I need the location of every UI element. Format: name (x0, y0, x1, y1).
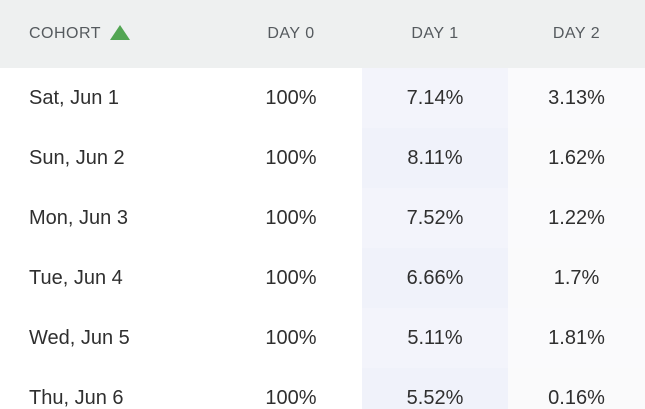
table-row: Sat, Jun 1 100% 7.14% 3.13% (0, 68, 645, 128)
table-row: Wed, Jun 5 100% 5.11% 1.81% (0, 308, 645, 368)
table-row: Tue, Jun 4 100% 6.66% 1.7% (0, 248, 645, 308)
cohort-cell: Thu, Jun 6 (0, 368, 220, 409)
day-2-cell: 0.16% (508, 368, 645, 409)
table-row: Mon, Jun 3 100% 7.52% 1.22% (0, 188, 645, 248)
day-0-cell: 100% (220, 248, 362, 308)
cohort-cell: Mon, Jun 3 (0, 188, 220, 248)
day-1-cell: 5.11% (362, 308, 508, 368)
table-row: Sun, Jun 2 100% 8.11% 1.62% (0, 128, 645, 188)
cohort-cell: Wed, Jun 5 (0, 308, 220, 368)
table-row: Thu, Jun 6 100% 5.52% 0.16% (0, 368, 645, 409)
cohort-cell: Tue, Jun 4 (0, 248, 220, 308)
header-day-1[interactable]: DAY 1 (362, 25, 508, 43)
header-day-2-label: DAY 2 (552, 25, 601, 42)
day-1-cell: 6.66% (362, 248, 508, 308)
header-day-0[interactable]: DAY 0 (220, 25, 362, 43)
header-day-1-label: DAY 1 (411, 25, 459, 42)
header-day-2[interactable]: DAY 2 (508, 25, 645, 43)
table-header: COHORT DAY 0 DAY 1 DAY 2 (0, 0, 645, 68)
day-1-cell: 5.52% (362, 368, 508, 409)
day-2-cell: 1.22% (508, 188, 645, 248)
cohort-cell: Sat, Jun 1 (0, 68, 220, 128)
cohort-cell: Sun, Jun 2 (0, 128, 220, 188)
table-body: Sat, Jun 1 100% 7.14% 3.13% Sun, Jun 2 1… (0, 68, 645, 409)
header-day-0-label: DAY 0 (267, 25, 315, 42)
day-2-cell: 1.7% (508, 248, 645, 308)
day-0-cell: 100% (220, 128, 362, 188)
day-0-cell: 100% (220, 368, 362, 409)
day-0-cell: 100% (220, 188, 362, 248)
day-1-cell: 7.14% (362, 68, 508, 128)
header-cohort-label: COHORT (29, 25, 102, 42)
day-1-cell: 8.11% (362, 128, 508, 188)
day-2-cell: 3.13% (508, 68, 645, 128)
day-0-cell: 100% (220, 308, 362, 368)
day-2-cell: 1.62% (508, 128, 645, 188)
header-cohort[interactable]: COHORT (0, 25, 220, 43)
day-1-cell: 7.52% (362, 188, 508, 248)
sort-ascending-icon[interactable] (110, 25, 131, 40)
day-2-cell: 1.81% (508, 308, 645, 368)
day-0-cell: 100% (220, 68, 362, 128)
